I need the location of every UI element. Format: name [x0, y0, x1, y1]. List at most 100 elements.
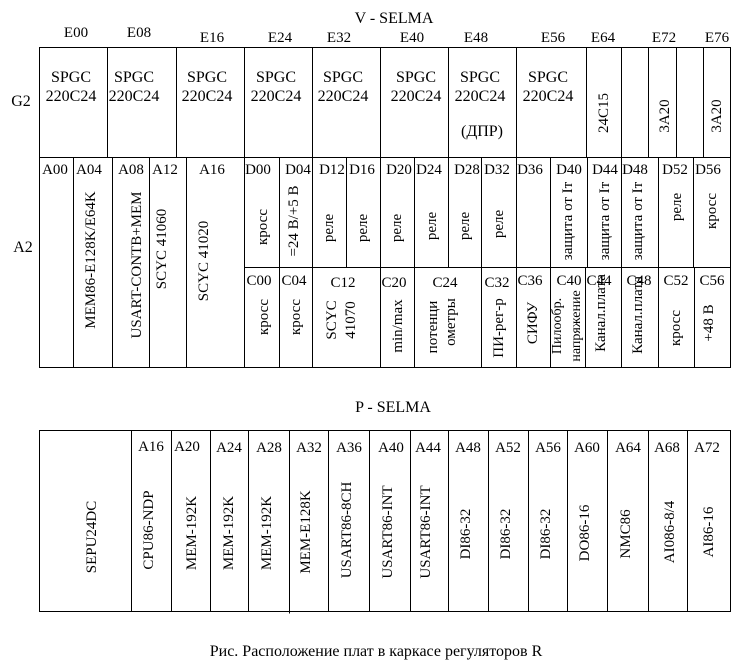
slot-label: D36 — [517, 162, 543, 178]
slot-label: C52 — [663, 273, 688, 289]
slot-label: A52 — [495, 440, 521, 456]
figure-caption: Рис. Расположение плат в каркасе регулят… — [210, 643, 543, 660]
board-name: кросс — [288, 299, 304, 335]
slot-label: D40 — [556, 162, 582, 178]
slot-label: A68 — [654, 440, 680, 456]
row-label-a2: A2 — [13, 239, 33, 256]
slot-label: C00 — [246, 273, 271, 289]
card-type: SPGC — [528, 69, 568, 86]
board-name: =24 В/+5 В — [286, 185, 302, 256]
slot-label: A24 — [216, 440, 242, 456]
board-name: напряжение — [569, 290, 584, 361]
card-type: SPGC — [396, 69, 436, 86]
card-model: 220C24 — [46, 88, 97, 105]
board-name: реле — [355, 214, 371, 243]
slot-label: C48 — [626, 273, 651, 289]
card-type: SPGC — [323, 69, 363, 86]
a2-lower-texts: кросс кросс SCYC 41070 min/max потенци о… — [256, 274, 717, 362]
board-name: Пилообр. — [550, 298, 565, 354]
board-name: Канал.плата — [593, 274, 609, 352]
board-name: SCYC 41020 — [196, 221, 212, 301]
board-name: MEM-E128K — [298, 490, 314, 573]
slot-label: D16 — [349, 162, 375, 178]
row-label-g2: G2 — [11, 93, 31, 110]
v-selma-frame — [39, 47, 731, 368]
board-name: +48 В — [701, 304, 717, 341]
slot-label: A48 — [455, 440, 481, 456]
slot-label: D32 — [484, 162, 510, 178]
slot-label: A64 — [615, 440, 641, 456]
slot-label: E64 — [591, 30, 616, 46]
board-name: кросс — [256, 299, 272, 335]
board-name: min/max — [390, 299, 406, 353]
slot-label: C12 — [330, 275, 355, 291]
slot-label: A72 — [694, 440, 720, 456]
slot-label: C40 — [556, 273, 581, 289]
card-model: 220C24 — [523, 88, 574, 105]
card-type: SPGC — [114, 69, 154, 86]
board-name: SCYC — [324, 300, 340, 339]
card-type: SPGC — [51, 69, 91, 86]
board-name: защита от Iт — [597, 181, 613, 260]
board-name: DI86-32 — [538, 509, 554, 560]
slot-label: A16 — [138, 439, 164, 455]
a2-upper-dividers — [279, 157, 694, 268]
board-name: SEPU24DC — [84, 501, 100, 574]
board-name: Канал.плата — [630, 276, 646, 354]
card-model: 220C24 — [251, 88, 302, 105]
board-name: MEM-192K — [184, 496, 200, 570]
p-selma-dividers — [131, 430, 688, 614]
card-model: 220C24 — [182, 88, 233, 105]
board-name: 41070 — [343, 301, 359, 339]
board-name: кросс — [668, 310, 684, 346]
board-name: USART-CONTB+MEM — [129, 191, 145, 338]
slot-label: A00 — [42, 162, 68, 178]
card-type: SPGC — [256, 69, 296, 86]
board-name: AI086-8/4 — [662, 500, 678, 563]
slot-label: C04 — [281, 273, 307, 289]
board-name: реле — [321, 214, 337, 243]
board-name: ПИ-рег-р — [491, 298, 507, 357]
slot-label: D28 — [454, 162, 480, 178]
board-name: MEM86-E128K/E64K — [83, 191, 99, 329]
a2-lower-dividers — [279, 267, 695, 368]
slot-label: E48 — [464, 30, 488, 46]
card-vertical: 3A20 — [709, 99, 725, 132]
slot-label: D56 — [695, 162, 721, 178]
board-name: реле — [389, 214, 405, 243]
slot-label: D04 — [285, 162, 311, 178]
board-name: DI86-32 — [498, 509, 514, 560]
slot-label: A44 — [415, 440, 441, 456]
a2-upper-texts: MEM86-E128K/E64K USART-CONTB+MEM SCYC 41… — [83, 181, 720, 338]
slot-label: E76 — [705, 30, 730, 46]
card-model: 220C24 — [109, 88, 160, 105]
p-selma-title: P - SELMA — [355, 399, 431, 416]
board-name: реле — [424, 212, 440, 241]
card-model: 220C24 — [318, 88, 369, 105]
slot-label: A32 — [296, 440, 322, 456]
board-name: DI86-32 — [458, 509, 474, 560]
slot-label: E08 — [127, 25, 151, 41]
slot-label: D52 — [662, 162, 688, 178]
board-name: MEM-192K — [259, 496, 275, 570]
v-selma-title: V - SELMA — [355, 10, 434, 27]
a2-lower-labels: C00 C04 C12 C20 C24 C32 C36 C40 C44 C48 … — [246, 273, 725, 291]
slot-label: A16 — [199, 162, 225, 178]
slot-label: E40 — [400, 30, 424, 46]
board-name: защита от Iт — [560, 181, 576, 260]
slot-label: A20 — [174, 439, 200, 455]
slot-label: D48 — [622, 162, 648, 178]
slot-label: A28 — [256, 440, 282, 456]
board-name: кросс — [255, 209, 271, 245]
board-name: CPU86-NDP — [141, 490, 157, 569]
slot-label: E00 — [64, 25, 88, 41]
slot-label: D20 — [386, 162, 412, 178]
board-name: реле — [669, 193, 685, 222]
slot-label: E32 — [327, 30, 351, 46]
board-name: SCYC 41060 — [154, 209, 170, 289]
slot-label: A08 — [118, 162, 144, 178]
card-type: SPGC — [187, 69, 227, 86]
slot-label: E24 — [268, 30, 293, 46]
card-note: (ДПР) — [461, 123, 503, 140]
board-name: DO86-16 — [577, 504, 593, 561]
